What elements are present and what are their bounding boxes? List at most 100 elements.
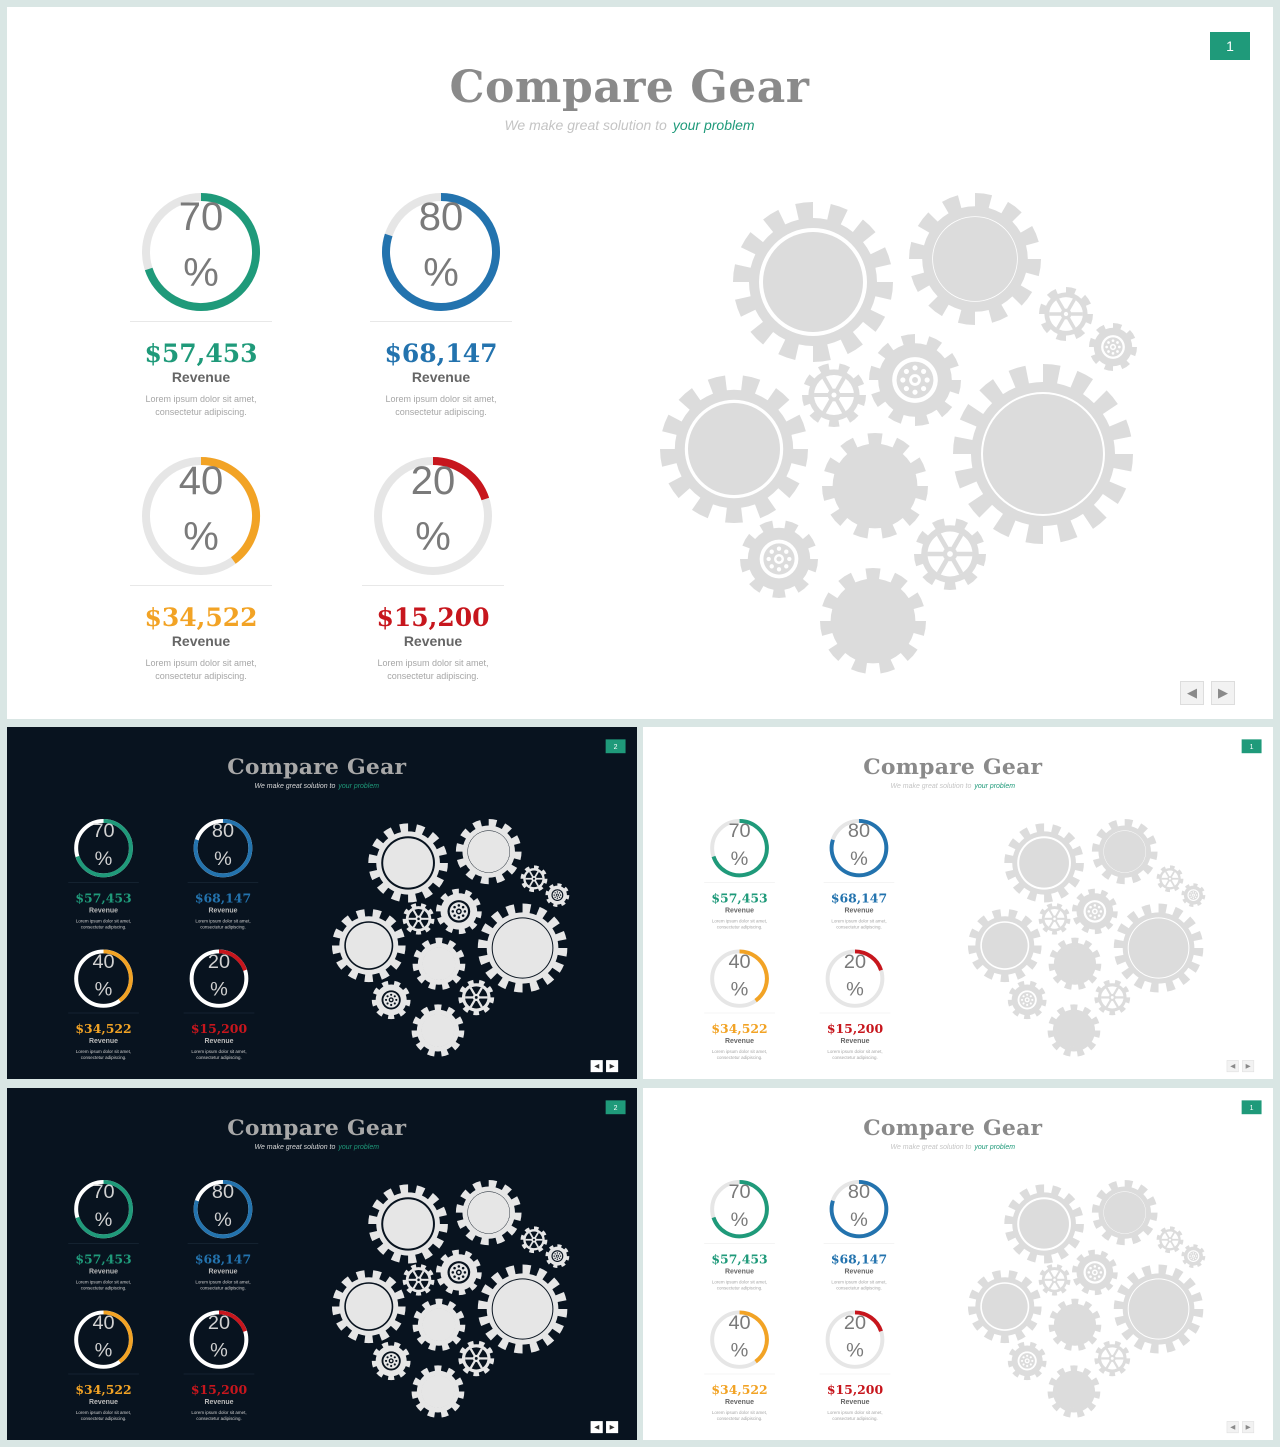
progress-ring: 80 % bbox=[192, 1178, 255, 1240]
percent-value: 70 bbox=[92, 819, 115, 842]
desc-line-2: consectetur adipiscing. bbox=[832, 1416, 878, 1422]
percent-unit: % bbox=[423, 251, 459, 295]
prev-slide-button[interactable]: ◀ bbox=[590, 1421, 603, 1434]
stat-card-3: 40 % $34,522 Revenue Lorem ipsum dolor s… bbox=[702, 1308, 777, 1437]
ring-progress-arc bbox=[103, 949, 133, 1003]
triangle-right-icon: ▶ bbox=[1245, 1423, 1251, 1431]
percent-value: 40 bbox=[92, 1311, 115, 1334]
slide-3[interactable]: 1 Compare Gear We make great solution to… bbox=[643, 727, 1273, 1079]
next-slide-button[interactable]: ▶ bbox=[606, 1060, 619, 1073]
revenue-amount: $15,200 bbox=[190, 1021, 248, 1036]
progress-ring: 70 % bbox=[138, 189, 264, 315]
ring-progress-arc bbox=[103, 1310, 133, 1364]
ring-progress-arc bbox=[854, 1310, 883, 1332]
gear-3 bbox=[967, 1270, 1042, 1344]
gear-6 bbox=[1047, 1365, 1101, 1418]
gear-12 bbox=[1181, 1244, 1206, 1268]
stat-card-1: 70 % $57,453 Revenue Lorem ipsum dolor s… bbox=[66, 817, 141, 946]
stat-description: Lorem ipsum dolor sit amet, consectetur a… bbox=[702, 918, 777, 931]
stat-description: Lorem ipsum dolor sit amet, consectetur a… bbox=[182, 1409, 257, 1422]
triangle-left-icon: ◀ bbox=[594, 1062, 600, 1070]
stat-card-2: 80 % $68,147 Revenue Lorem ipsum dolor s… bbox=[186, 817, 261, 946]
progress-ring: 80 % bbox=[828, 1178, 891, 1240]
gear-4 bbox=[822, 433, 928, 539]
gear-7 bbox=[1071, 1249, 1118, 1296]
stat-description: Lorem ipsum dolor sit amet, consectetur a… bbox=[66, 1409, 141, 1422]
stat-card-4: 20 % $15,200 Revenue Lorem ipsum dolor s… bbox=[818, 1308, 893, 1437]
desc-line-1: Lorem ipsum dolor sit amet, bbox=[145, 394, 257, 404]
triangle-right-icon: ▶ bbox=[609, 1423, 615, 1431]
gear-4 bbox=[1048, 1298, 1102, 1351]
desc-line-2: consectetur adipiscing. bbox=[716, 1055, 763, 1061]
subtitle-lead: We make great solution to bbox=[890, 781, 972, 790]
percent-value: 40 bbox=[728, 1311, 751, 1334]
gear-4 bbox=[1048, 937, 1102, 990]
desc-line-1: Lorem ipsum dolor sit amet, bbox=[385, 394, 497, 404]
gears-illustration bbox=[331, 1179, 570, 1418]
slide-5[interactable]: 1 Compare Gear We make great solution to… bbox=[643, 1088, 1273, 1440]
stat-card-3: 40 % $34,522 Revenue Lorem ipsum dolor s… bbox=[66, 1308, 141, 1437]
revenue-amount: $68,147 bbox=[194, 1252, 252, 1267]
percent-unit: % bbox=[730, 847, 749, 870]
gear-10 bbox=[1094, 1340, 1131, 1377]
slide-content: 2 Compare Gear We make great solution to… bbox=[7, 1088, 637, 1440]
gear-6 bbox=[820, 568, 926, 674]
progress-ring-graphic bbox=[825, 1310, 885, 1369]
progress-ring: 80 % bbox=[828, 817, 891, 879]
gear-2 bbox=[1091, 818, 1158, 885]
percent-value: 20 bbox=[207, 950, 231, 973]
slide-2[interactable]: 2 Compare Gear We make great solution to… bbox=[7, 727, 637, 1079]
ring-progress-arc bbox=[75, 818, 133, 878]
ring-progress-arc bbox=[200, 457, 260, 564]
desc-line-1: Lorem ipsum dolor sit amet, bbox=[831, 1279, 887, 1285]
revenue-label: Revenue bbox=[171, 633, 231, 649]
gears-illustration bbox=[660, 193, 1137, 674]
percent-value: 40 bbox=[728, 950, 751, 973]
revenue-label: Revenue bbox=[844, 905, 874, 914]
revenue-label: Revenue bbox=[89, 905, 119, 914]
stat-card-1: 70 % $57,453 Revenue Lorem ipsum dolor s… bbox=[702, 817, 777, 946]
gear-5 bbox=[953, 364, 1133, 544]
progress-ring: 40 % bbox=[708, 947, 771, 1009]
revenue-amount: $68,147 bbox=[194, 891, 252, 906]
next-slide-button[interactable]: ▶ bbox=[606, 1421, 619, 1434]
progress-ring-graphic bbox=[74, 1310, 133, 1369]
slide-4[interactable]: 2 Compare Gear We make great solution to… bbox=[7, 1088, 637, 1440]
prev-slide-button[interactable]: ◀ bbox=[1226, 1060, 1239, 1073]
progress-ring: 70 % bbox=[708, 817, 771, 879]
next-slide-button[interactable]: ▶ bbox=[1242, 1060, 1255, 1073]
prev-slide-button[interactable]: ◀ bbox=[590, 1060, 603, 1073]
progress-ring: 40 % bbox=[72, 947, 135, 1009]
percent-unit: % bbox=[850, 1208, 868, 1231]
gear-1 bbox=[368, 1184, 448, 1264]
desc-line-2: consectetur adipiscing. bbox=[836, 924, 882, 930]
ring-progress-arc bbox=[711, 1179, 769, 1239]
percent-value: 80 bbox=[418, 195, 464, 239]
stat-description: Lorem ipsum dolor sit amet, consectetur a… bbox=[818, 1048, 893, 1061]
desc-line-2: consectetur adipiscing. bbox=[200, 1285, 246, 1291]
revenue-amount: $15,200 bbox=[376, 603, 490, 632]
next-slide-button[interactable]: ▶ bbox=[1242, 1421, 1255, 1434]
prev-slide-button[interactable]: ◀ bbox=[1180, 681, 1204, 705]
gear-3 bbox=[967, 909, 1042, 983]
progress-ring-graphic bbox=[710, 949, 769, 1008]
stat-card-3: 40 % $34,522 Revenue Lorem ipsum dolor s… bbox=[702, 947, 777, 1076]
revenue-amount: $15,200 bbox=[826, 1382, 884, 1397]
page-number-badge: 2 bbox=[605, 739, 626, 754]
revenue-label: Revenue bbox=[89, 1036, 119, 1045]
desc-line-1: Lorem ipsum dolor sit amet, bbox=[711, 1279, 768, 1285]
percent-unit: % bbox=[214, 847, 232, 870]
page-number-badge: 1 bbox=[1241, 1100, 1262, 1115]
percent-value: 20 bbox=[207, 1311, 231, 1334]
ring-progress-arc bbox=[193, 818, 253, 878]
desc-line-2: consectetur adipiscing. bbox=[716, 1416, 763, 1422]
slide-content: 2 Compare Gear We make great solution to… bbox=[7, 727, 637, 1079]
gear-7 bbox=[1071, 888, 1118, 935]
prev-slide-button[interactable]: ◀ bbox=[1226, 1421, 1239, 1434]
revenue-amount: $68,147 bbox=[384, 339, 498, 368]
slide-1[interactable]: 1 Compare Gear We make great solution to… bbox=[7, 7, 1273, 719]
percent-unit: % bbox=[415, 515, 451, 559]
stat-description: Lorem ipsum dolor sit amet, consectetur a… bbox=[126, 657, 276, 683]
next-slide-button[interactable]: ▶ bbox=[1211, 681, 1235, 705]
stat-card-2: 80 % $68,147 Revenue Lorem ipsum dolor s… bbox=[186, 1178, 261, 1307]
